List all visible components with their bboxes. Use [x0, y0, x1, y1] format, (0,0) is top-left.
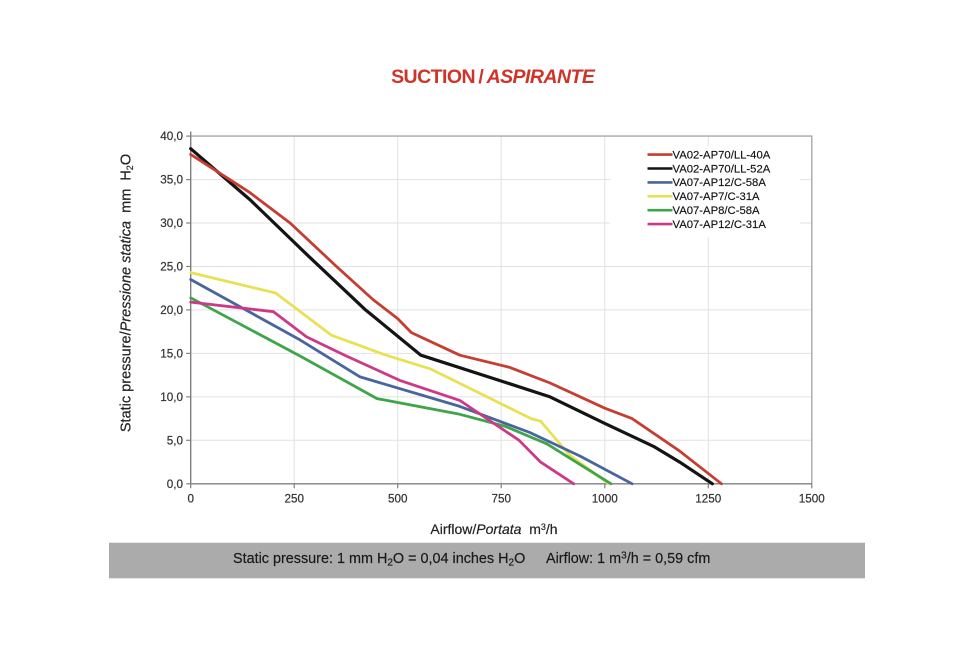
svg-text:25,0: 25,0: [160, 261, 183, 274]
svg-text:VA07-AP7/C-31A: VA07-AP7/C-31A: [673, 191, 761, 203]
svg-text:Static pressure: 1 mm H2O = 0,: Static pressure: 1 mm H2O = 0,04 inches …: [233, 551, 525, 569]
svg-text:0: 0: [187, 493, 194, 506]
svg-text:Airflow: 1 m3/h = 0,59 cfm: Airflow: 1 m3/h = 0,59 cfm: [546, 550, 710, 567]
svg-text:SUCTION / ASPIRANTE: SUCTION / ASPIRANTE: [391, 66, 596, 88]
svg-text:1500: 1500: [799, 493, 826, 506]
svg-text:750: 750: [491, 493, 511, 506]
svg-text:500: 500: [388, 493, 408, 506]
svg-text:1250: 1250: [695, 493, 722, 506]
svg-text:Static pressure/Pressione stat: Static pressure/Pressione statica mm H2O: [119, 154, 136, 432]
svg-text:VA07-AP12/C-58A: VA07-AP12/C-58A: [673, 177, 767, 189]
svg-text:10,0: 10,0: [160, 391, 183, 404]
svg-text:40,0: 40,0: [160, 130, 183, 143]
svg-text:0,0: 0,0: [167, 478, 184, 491]
svg-text:15,0: 15,0: [160, 347, 183, 360]
svg-text:VA07-AP8/C-58A: VA07-AP8/C-58A: [673, 205, 761, 217]
svg-text:VA02-AP70/LL-40A: VA02-AP70/LL-40A: [673, 149, 771, 161]
svg-text:Airflow/Portata m3/h: Airflow/Portata m3/h: [430, 521, 557, 537]
svg-text:35,0: 35,0: [160, 174, 183, 187]
svg-text:VA07-AP12/C-31A: VA07-AP12/C-31A: [673, 219, 767, 231]
svg-text:30,0: 30,0: [160, 217, 183, 230]
svg-text:5,0: 5,0: [167, 434, 184, 447]
svg-text:VA02-AP70/LL-52A: VA02-AP70/LL-52A: [673, 163, 771, 175]
svg-text:20,0: 20,0: [160, 304, 183, 317]
svg-text:250: 250: [284, 493, 304, 506]
svg-text:1000: 1000: [592, 493, 619, 506]
